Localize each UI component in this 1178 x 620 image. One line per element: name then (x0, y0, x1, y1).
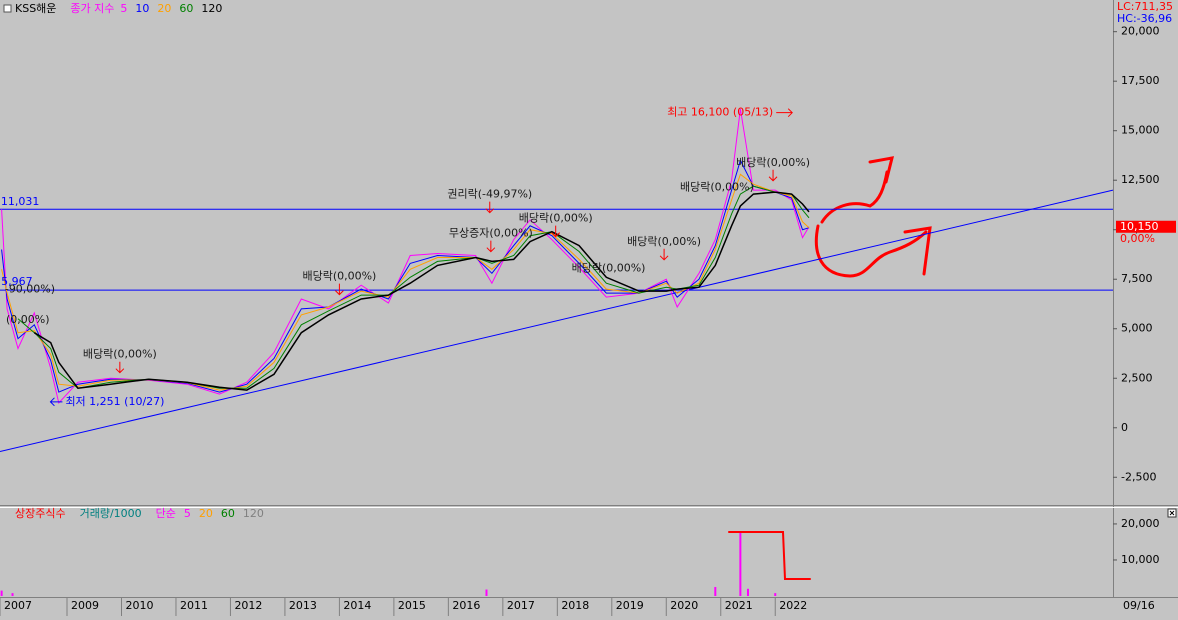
ma-line (1, 108, 810, 405)
change-label: 0,00% (1120, 232, 1155, 245)
y-tick-label: 0 (1121, 421, 1128, 434)
y-tick-label: 12,500 (1121, 173, 1160, 186)
annotation-arrow (768, 169, 778, 182)
legend-item: 5 (120, 2, 127, 15)
x-tick-label: 2020 (670, 599, 698, 612)
hand-drawn-arrows (728, 156, 932, 580)
x-tick-label: 2011 (180, 599, 208, 612)
hand-arrow-up (820, 170, 889, 224)
ma-line (1, 159, 810, 393)
annotation-arrow (486, 240, 496, 253)
volume-bar (746, 588, 749, 596)
annotation: 배당락(0,00%) (572, 262, 646, 275)
annotation: (0,00%) (6, 313, 50, 326)
last-price-box (1116, 220, 1176, 233)
legend-item: 거래량/1000 (80, 507, 142, 520)
annotation-arrow (776, 108, 793, 118)
x-tick-label: 2018 (561, 599, 589, 612)
annotation: -90,00%) (5, 283, 55, 296)
x-tick-label: 2014 (343, 599, 371, 612)
annotation-arrow (659, 248, 669, 261)
legend-item: 120 (201, 2, 222, 15)
y-tick-label: 7,500 (1121, 272, 1153, 285)
x-tick-label: 2016 (452, 599, 480, 612)
y-tick-label: 20,000 (1121, 25, 1160, 38)
x-tick-label: 2017 (507, 599, 535, 612)
annotation: 11,031 (1, 195, 40, 208)
y-tick-label: 5,000 (1121, 322, 1153, 335)
hand-arrow-head (868, 156, 895, 184)
y-tick-label: 20,000 (1121, 517, 1160, 530)
x-tick-label: 2021 (725, 599, 753, 612)
trendline (0, 189, 1114, 453)
annotation: 권리락(-49,97%) (447, 188, 532, 201)
annotation-arrow (115, 361, 125, 374)
volume-bar (739, 532, 742, 596)
annotation: 배당락(0,00%) (736, 156, 810, 169)
x-tick-label: 2012 (234, 599, 262, 612)
legend-item: 60 (179, 2, 193, 15)
volume-bar (774, 593, 777, 596)
x-tick-label: 2009 (71, 599, 99, 612)
ma-line (1, 173, 810, 391)
legend-item: 단순 (156, 507, 176, 520)
y-tick-label: -2,500 (1121, 470, 1156, 483)
legend-item: 20 (199, 507, 213, 520)
x-tick-label: 2010 (125, 599, 153, 612)
volume-bar (11, 593, 14, 596)
annotation: 최고 16,100 (05/13) (667, 106, 773, 119)
legend-item: KSS해운 (15, 1, 56, 15)
x-tick-label: 2022 (779, 599, 807, 612)
annotation: 배당락(0,00%) (519, 212, 593, 225)
lc-label: LC:711,35 (1117, 0, 1173, 13)
hc-label: HC:-36,96 (1117, 12, 1172, 25)
date-label: 09/16 (1123, 599, 1155, 612)
y-tick-label: 15,000 (1121, 124, 1160, 137)
legend-item: 120 (243, 507, 264, 520)
annotation-arrow (335, 283, 344, 296)
volume-bar (485, 589, 488, 596)
hand-drawn-step (728, 531, 811, 580)
legend-item: 10 (135, 2, 149, 15)
annotation-arrow (551, 225, 561, 238)
annotation: 5,967 (1, 275, 33, 288)
x-tick-label: 2013 (289, 599, 317, 612)
annotation-arrow (485, 201, 495, 214)
annotation: 배당락(0,00%) (83, 348, 157, 361)
close-icon (1169, 510, 1175, 516)
annotation: 최저 1,251 (10/27) (65, 395, 164, 408)
legend-item: 60 (221, 507, 235, 520)
hand-arrow-head (903, 226, 932, 276)
y-tick-label: 17,500 (1121, 74, 1160, 87)
annotation: 무상증자(0,00%) (449, 227, 533, 240)
y-tick-label: 10,000 (1121, 553, 1160, 566)
volume-bar (714, 586, 717, 596)
legend-item: 5 (184, 507, 191, 520)
legend-item: 종가 지수 (70, 2, 114, 15)
y-tick-label: 2,500 (1121, 371, 1153, 384)
legend-item: 상장주식수 (15, 507, 66, 520)
legend-icon (3, 4, 12, 13)
ma-line (33, 191, 810, 391)
x-tick-label: 2015 (398, 599, 426, 612)
legend-item: 20 (157, 2, 171, 15)
last-price-label: 10,150 (1120, 220, 1159, 233)
annotation: 배당락(0,00%) (302, 270, 376, 283)
x-tick-label: 2019 (616, 599, 644, 612)
annotation-arrow (49, 397, 63, 407)
annotation: 배당락(0,00%) (627, 235, 701, 248)
x-tick-label: 2007 (4, 599, 32, 612)
annotation: 배당락(0,00%) (680, 181, 754, 194)
hand-arrow-lower (814, 224, 928, 278)
volume-bar (0, 590, 3, 596)
